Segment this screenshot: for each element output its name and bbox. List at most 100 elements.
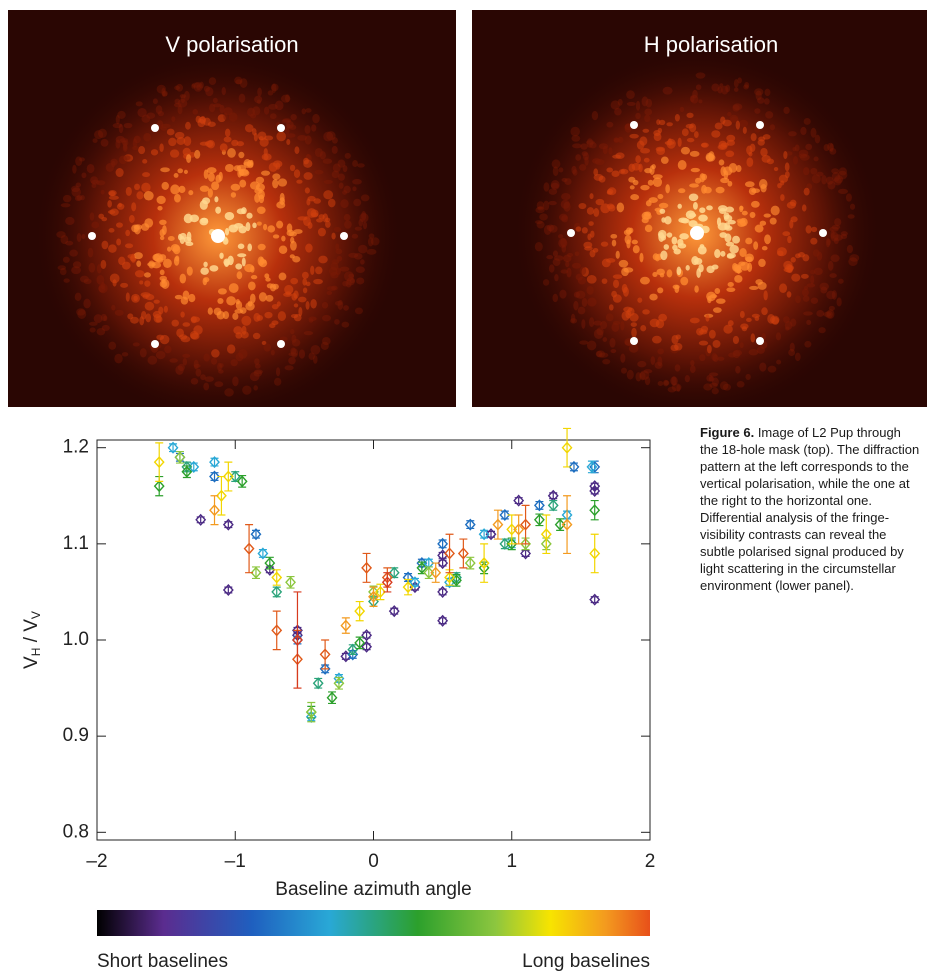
error-bar xyxy=(155,442,164,482)
data-point xyxy=(520,518,532,531)
data-point xyxy=(492,518,504,531)
data-point xyxy=(437,557,449,570)
data-point xyxy=(222,470,234,483)
error-bar xyxy=(258,549,267,558)
data-point xyxy=(326,691,338,704)
data-point xyxy=(402,581,414,594)
data-point xyxy=(520,537,532,550)
data-point xyxy=(305,706,317,719)
panel-title: V polarisation xyxy=(165,32,298,57)
data-point xyxy=(285,576,296,589)
data-point xyxy=(319,648,331,661)
x-tick-label: –2 xyxy=(86,851,107,872)
image-h xyxy=(472,10,927,407)
error-bar xyxy=(210,472,219,481)
data-point xyxy=(464,518,476,531)
data-point xyxy=(243,542,255,555)
data-point xyxy=(499,508,511,522)
data-point xyxy=(292,633,303,647)
data-point xyxy=(250,528,262,541)
data-point xyxy=(347,643,359,656)
caption-text: Image of L2 Pup through the 18-hole mask… xyxy=(700,425,920,593)
x-tick-label: 2 xyxy=(645,851,656,872)
data-point xyxy=(416,561,428,574)
colorbar-label: Long baselines xyxy=(522,951,650,972)
data-point xyxy=(250,566,262,579)
data-point xyxy=(361,640,373,653)
data-point xyxy=(222,583,234,597)
data-point xyxy=(264,557,276,570)
data-point xyxy=(209,456,220,469)
data-point xyxy=(409,576,421,589)
caption: Figure 6. Image of L2 Pup through the 18… xyxy=(700,424,922,594)
error-bar xyxy=(445,533,454,574)
error-bar xyxy=(493,509,502,540)
data-point xyxy=(381,576,393,589)
error-bar xyxy=(563,427,572,468)
colorbar xyxy=(97,910,650,936)
data-point xyxy=(354,636,366,649)
error-bar xyxy=(480,543,489,583)
error-bar xyxy=(369,586,378,607)
data-point xyxy=(513,494,525,507)
data-point xyxy=(430,566,442,579)
data-point xyxy=(444,571,455,584)
error-bar xyxy=(549,499,558,511)
error-bar xyxy=(314,677,323,689)
data-point xyxy=(520,547,532,560)
error-bar xyxy=(169,443,178,453)
data-point xyxy=(547,499,559,512)
error-bar xyxy=(362,552,371,583)
error-bar xyxy=(251,529,260,539)
error-bar xyxy=(383,572,392,593)
x-tick-label: 1 xyxy=(506,851,517,872)
data-point xyxy=(437,537,449,550)
data-point xyxy=(464,557,476,570)
data-point xyxy=(478,528,490,541)
data-point xyxy=(312,677,324,690)
error-bar xyxy=(438,539,447,549)
error-bar xyxy=(321,639,330,670)
error-bar xyxy=(569,462,578,472)
data-point xyxy=(354,605,366,618)
error-bar xyxy=(307,701,316,723)
error-bar xyxy=(563,495,572,555)
data-point xyxy=(271,624,283,637)
error-bar xyxy=(514,514,523,545)
plot: –2 –1 0 1 2 0.8 0.9 1.0 1.1 1.2 Baseline azimuth a… xyxy=(21,427,656,900)
error-bar xyxy=(431,562,440,583)
y-axis-label: VH / VV xyxy=(21,611,43,669)
data-point xyxy=(561,441,573,454)
error-bar xyxy=(590,499,599,521)
data-point xyxy=(444,547,455,560)
data-point xyxy=(586,460,598,473)
data-point xyxy=(568,460,580,473)
error-bar xyxy=(466,520,475,530)
error-bar xyxy=(210,457,219,467)
panel-title: H polarisation xyxy=(644,32,779,57)
colorbar-label: Short baselines xyxy=(97,951,228,972)
error-bar xyxy=(521,504,530,545)
data-point xyxy=(271,571,283,584)
data-point xyxy=(513,523,525,536)
data-point xyxy=(333,677,345,690)
data-point xyxy=(368,590,379,603)
data-point xyxy=(533,513,545,526)
data-point xyxy=(437,585,449,598)
error-bar xyxy=(542,514,551,555)
error-bar xyxy=(355,600,364,622)
data-point xyxy=(589,480,601,493)
data-point xyxy=(174,451,186,464)
data-point xyxy=(319,662,331,675)
data-point xyxy=(222,518,234,531)
data-point xyxy=(361,561,373,574)
data-point xyxy=(209,504,220,517)
y-axis-label-part: V xyxy=(29,611,43,619)
data-point xyxy=(215,489,227,502)
data-point xyxy=(361,629,373,642)
data-point xyxy=(506,537,518,550)
error-bar xyxy=(459,538,468,569)
data-point xyxy=(167,441,179,454)
x-axis-label: Baseline azimuth angle xyxy=(275,879,471,900)
